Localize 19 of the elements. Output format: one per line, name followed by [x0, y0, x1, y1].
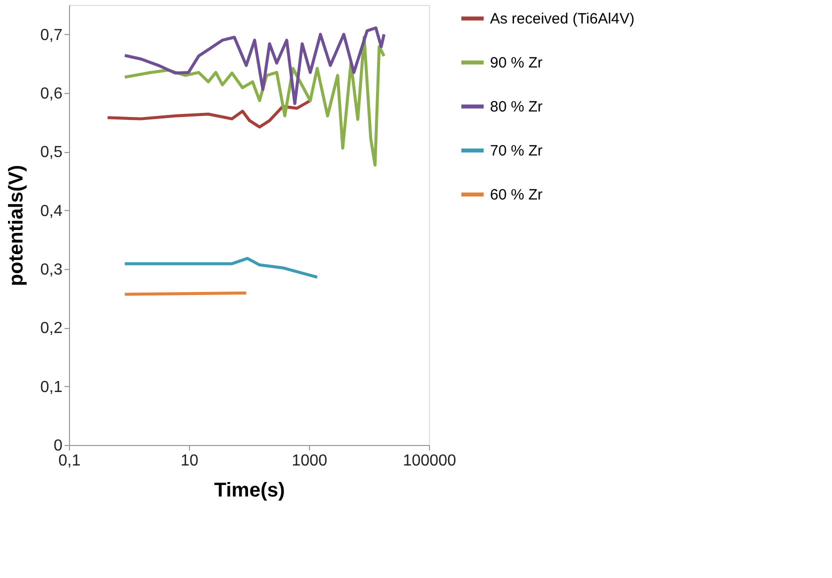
y-tick-label: 0,2 [40, 320, 63, 338]
legend-label: As received (Ti6Al4V) [490, 10, 634, 28]
y-tick-label: 0,7 [40, 26, 63, 44]
x-tick-label: 10 [180, 452, 198, 470]
legend-label: 60 % Zr [490, 186, 543, 204]
x-tick-label: 1000 [292, 452, 328, 470]
y-tick-label: 0,4 [40, 202, 63, 220]
x-tick-label: 100000 [402, 452, 456, 470]
y-tick-label: 0,3 [40, 262, 63, 278]
legend-label: 90 % Zr [490, 54, 543, 72]
y-tick-label: 0 [54, 438, 63, 454]
legend-label: 70 % Zr [490, 142, 543, 160]
x-axis-title: Time(s) [214, 480, 285, 502]
y-tick-label: 0,1 [40, 378, 63, 396]
x-tick-label: 0,1 [58, 452, 81, 470]
y-tick-label: 0,5 [40, 144, 63, 162]
y-tick-label: 0,6 [40, 86, 63, 102]
legend-label: 80 % Zr [490, 98, 543, 116]
y-axis-title: potentials(V) [5, 164, 28, 286]
